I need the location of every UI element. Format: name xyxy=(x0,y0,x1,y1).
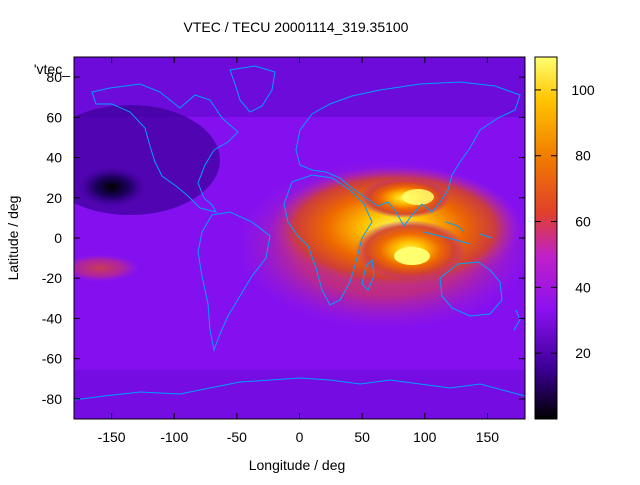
y-tick-label: 60 xyxy=(46,109,62,125)
coastline-indonesia xyxy=(423,221,493,245)
x-tick: 100 xyxy=(413,57,437,445)
colorbar-tick: 60 xyxy=(535,214,591,230)
y-tick-label: -60 xyxy=(42,351,62,367)
coastline-madagascar xyxy=(361,258,375,291)
x-axis: -150 -100 -50 0 50 100 150 xyxy=(98,57,500,445)
x-tick-label: -100 xyxy=(160,429,188,445)
y-axis: -80 -60 -40 -20 0 20 40 60 80 xyxy=(42,69,525,407)
colorbar: 20 40 60 80 100 xyxy=(534,56,595,420)
coastline-africa xyxy=(283,174,373,306)
x-tick-label: -50 xyxy=(227,429,247,445)
y-axis-label: Latitude / deg xyxy=(5,196,21,281)
y-tick-label: 80 xyxy=(46,69,62,85)
colorbar-tick-label: 80 xyxy=(575,148,591,164)
coastline-south-america xyxy=(197,211,271,352)
x-tick-label: 150 xyxy=(476,429,500,445)
coastline-eurasia xyxy=(295,81,521,227)
y-tick-label: 40 xyxy=(46,150,62,166)
x-tick-label: -150 xyxy=(98,429,126,445)
x-tick: -100 xyxy=(160,57,188,445)
x-tick-label: 100 xyxy=(413,429,437,445)
colorbar-tick-label: 40 xyxy=(575,279,591,295)
colorbar-tick-label: 20 xyxy=(575,345,591,361)
y-tick: 40 xyxy=(46,150,525,166)
x-tick-label: 50 xyxy=(354,429,370,445)
y-tick-label: -20 xyxy=(42,270,62,286)
x-tick: 50 xyxy=(354,57,370,445)
y-tick: 0 xyxy=(54,230,525,246)
x-tick: 150 xyxy=(476,57,500,445)
plot-area: 'vtec_ xyxy=(34,56,526,420)
y-tick-label: -40 xyxy=(42,310,62,326)
x-tick: 0 xyxy=(296,57,304,445)
colorbar-tick: 80 xyxy=(535,148,591,164)
x-tick-label: 0 xyxy=(296,429,304,445)
y-tick: -60 xyxy=(42,351,525,367)
coastline-greenland xyxy=(229,65,276,113)
chart-title: VTEC / TECU 20001114_319.35100 xyxy=(184,19,409,35)
coastlines xyxy=(74,65,525,401)
colorbar-tick-label: 100 xyxy=(571,82,595,98)
y-tick-label: 0 xyxy=(54,230,62,246)
colorbar-ticks: 20 40 60 80 100 xyxy=(535,82,595,361)
y-tick: -20 xyxy=(42,270,525,286)
coastline-australia xyxy=(439,261,503,317)
colorbar-tick-label: 60 xyxy=(575,214,591,230)
y-tick: 20 xyxy=(46,190,525,206)
coastline-new-zealand xyxy=(513,309,521,331)
colorbar-gradient xyxy=(534,56,558,420)
colorbar-tick: 100 xyxy=(535,82,595,98)
colorbar-tick: 20 xyxy=(535,345,591,361)
y-tick-label: 20 xyxy=(46,190,62,206)
heatmap-field xyxy=(74,57,525,419)
coastline-north-america xyxy=(91,83,239,213)
y-tick-label: -80 xyxy=(42,391,62,407)
series-label: 'vtec_ xyxy=(34,61,70,77)
y-tick: 60 xyxy=(46,109,525,125)
x-axis-label: Longitude / deg xyxy=(249,457,346,473)
y-tick: -40 xyxy=(42,310,525,326)
x-tick: -150 xyxy=(98,57,126,445)
coastline-antarctica xyxy=(74,377,525,401)
colorbar-tick: 40 xyxy=(535,279,591,295)
x-tick: -50 xyxy=(227,57,247,445)
y-tick: -80 xyxy=(42,391,525,407)
y-tick: 80 xyxy=(46,69,525,85)
